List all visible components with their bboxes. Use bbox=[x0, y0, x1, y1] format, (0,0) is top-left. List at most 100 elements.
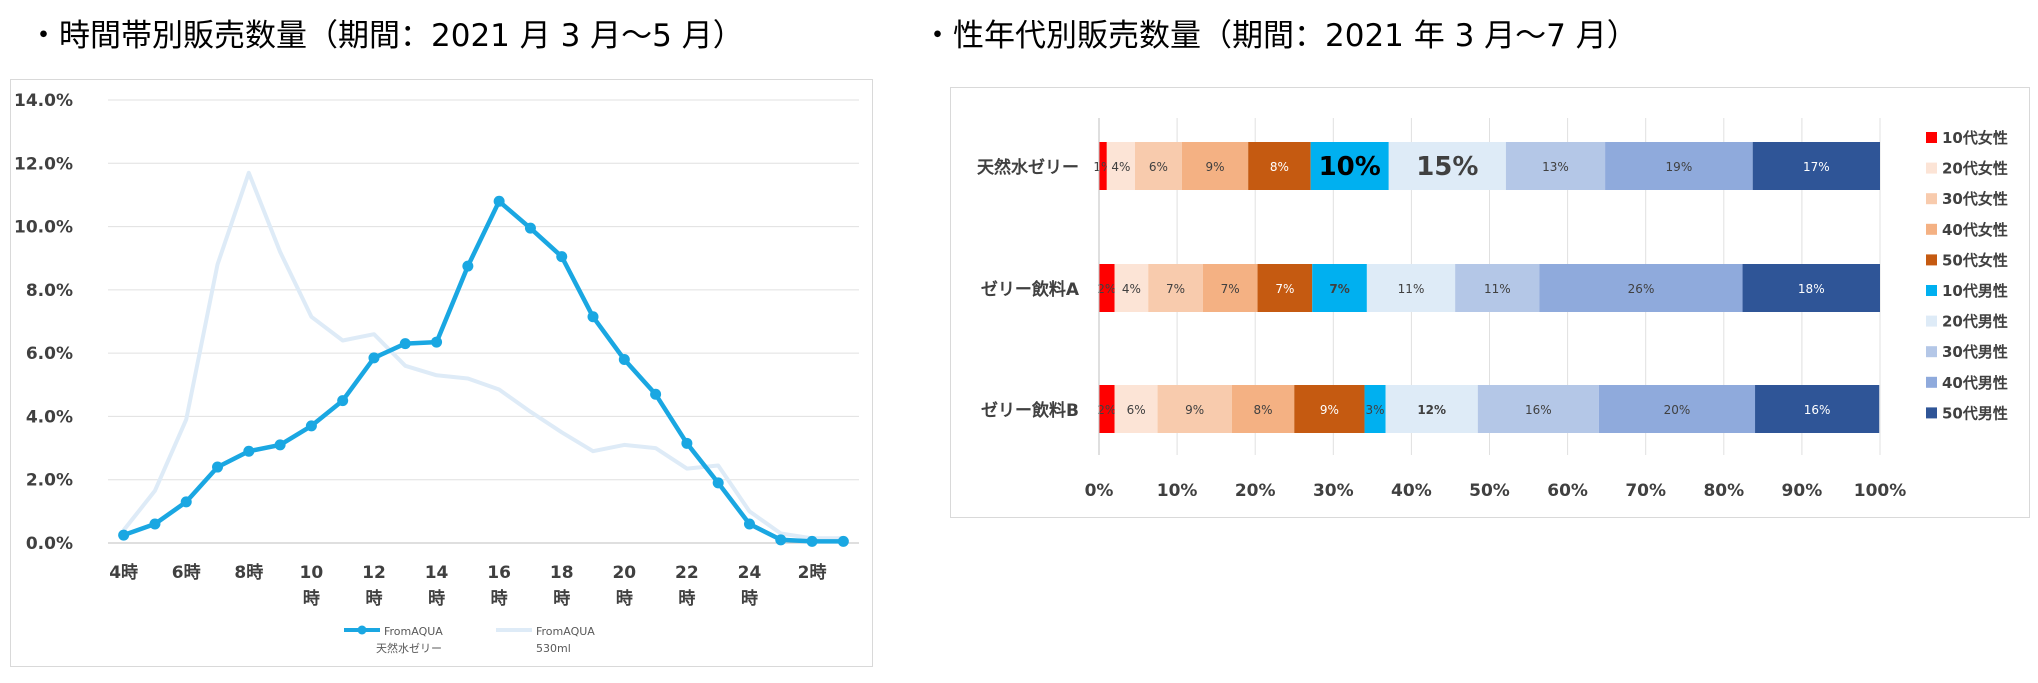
data-label: 8% bbox=[1253, 403, 1272, 417]
data-point bbox=[806, 535, 818, 547]
data-label: 9% bbox=[1205, 160, 1224, 174]
data-label: 9% bbox=[1320, 403, 1339, 417]
x-tick-label: 12 bbox=[362, 563, 386, 583]
data-label: 2% bbox=[1097, 403, 1116, 417]
legend-swatch bbox=[1926, 376, 1937, 388]
data-label: 8% bbox=[1270, 160, 1289, 174]
legend-label: FromAQUA bbox=[384, 625, 443, 638]
legend-label: 30代男性 bbox=[1942, 343, 2008, 361]
legend-swatch bbox=[1926, 285, 1937, 296]
bar-segment bbox=[1099, 385, 1115, 433]
x-tick-label: 時 bbox=[303, 588, 320, 609]
data-point bbox=[556, 251, 568, 263]
data-label: 7% bbox=[1166, 282, 1185, 296]
hourly-sales-line-chart: 0.0% 2.0% 4.0% 6.0% 8.0% 10.0% 12.0% 14.0% 4時 6時 8… bbox=[14, 91, 859, 655]
y-tick-label: 6.0% bbox=[26, 344, 73, 364]
bar-segment bbox=[1455, 264, 1540, 312]
category-label: ゼリー飲料B bbox=[981, 400, 1079, 421]
legend-label: 天然水ゼリー bbox=[376, 641, 442, 655]
data-point bbox=[681, 437, 693, 449]
data-label: 19% bbox=[1666, 160, 1693, 174]
data-point bbox=[305, 420, 317, 432]
bar-segment bbox=[1099, 142, 1107, 190]
legend-label: 10代女性 bbox=[1942, 129, 2008, 147]
bar-segment bbox=[1366, 264, 1456, 312]
x-tick-label: 時 bbox=[428, 588, 445, 609]
bar-segment bbox=[1248, 142, 1311, 190]
x-tick-label: 90% bbox=[1782, 481, 1823, 501]
x-tick-label: 時 bbox=[741, 588, 758, 609]
bar-segment bbox=[1477, 385, 1599, 433]
x-tick-label: 2時 bbox=[798, 562, 827, 583]
bar-segment bbox=[1312, 264, 1367, 312]
legend-label: 50代男性 bbox=[1942, 404, 2008, 422]
data-label: 2% bbox=[1097, 282, 1116, 296]
data-point bbox=[493, 195, 505, 207]
legend-swatch bbox=[1926, 254, 1937, 266]
bar-segment bbox=[1364, 385, 1386, 433]
bar-segment bbox=[1106, 142, 1135, 190]
data-label: 13% bbox=[1542, 160, 1569, 174]
legend-label: 40代男性 bbox=[1942, 374, 2008, 392]
bar-segment bbox=[1148, 264, 1203, 312]
data-label: 10% bbox=[1319, 152, 1381, 182]
bar-segment bbox=[1742, 264, 1880, 312]
y-tick-label: 0.0% bbox=[26, 534, 73, 554]
y-tick-label: 4.0% bbox=[26, 407, 73, 427]
data-point bbox=[118, 529, 130, 541]
legend-swatch bbox=[1926, 223, 1937, 235]
bar-segment bbox=[1114, 264, 1149, 312]
bar-segment bbox=[1388, 142, 1506, 190]
x-tick-label: 22 bbox=[675, 563, 699, 583]
x-tick-label: 80% bbox=[1703, 481, 1744, 501]
legend-swatch bbox=[1926, 346, 1937, 358]
data-point bbox=[618, 353, 630, 365]
bar-segment bbox=[1605, 142, 1753, 190]
data-point bbox=[712, 477, 724, 489]
bar-segment bbox=[1294, 385, 1365, 433]
line-chart-panel: 0.0% 2.0% 4.0% 6.0% 8.0% 10.0% 12.0% 14.0% 4時 6時 8… bbox=[10, 79, 873, 667]
data-point bbox=[743, 518, 755, 530]
data-label: 20% bbox=[1664, 403, 1691, 417]
bar-segment bbox=[1310, 142, 1389, 190]
legend-marker bbox=[357, 625, 367, 635]
legend-label: FromAQUA bbox=[536, 625, 595, 638]
bar-chart-title: ・性年代別販売数量（期間：2021 年 3 月～7 月） bbox=[922, 18, 1638, 54]
legend-label: 20代男性 bbox=[1942, 313, 2008, 331]
x-tick-label: 時 bbox=[491, 588, 508, 609]
x-tick-label: 時 bbox=[553, 588, 570, 609]
y-tick-label: 10.0% bbox=[14, 218, 73, 238]
data-label: 12% bbox=[1417, 403, 1446, 417]
data-point bbox=[399, 338, 411, 350]
data-point bbox=[180, 496, 192, 508]
data-label: 4% bbox=[1122, 282, 1141, 296]
x-tick-label: 8時 bbox=[234, 562, 263, 583]
bar-segment bbox=[1099, 264, 1115, 312]
data-point bbox=[587, 311, 599, 323]
data-label: 6% bbox=[1149, 160, 1168, 174]
series-line-0 bbox=[122, 199, 844, 544]
data-point bbox=[337, 395, 349, 407]
bar-segment bbox=[1598, 385, 1756, 433]
bar-segment bbox=[1181, 142, 1249, 190]
legend-label: 10代男性 bbox=[1942, 282, 2008, 300]
series-line-1 bbox=[122, 170, 844, 541]
y-tick-label: 14.0% bbox=[14, 91, 73, 111]
bar-chart-panel: 0% 10% 20% 30% 40% 50% 60% 70% 80% 90% 100% 天然水ゼリー 1… bbox=[950, 87, 2030, 518]
data-point bbox=[243, 445, 255, 457]
x-tick-label: 18 bbox=[550, 563, 574, 583]
x-tick-label: 40% bbox=[1391, 481, 1432, 501]
data-point bbox=[368, 352, 380, 364]
data-label: 9% bbox=[1185, 403, 1204, 417]
x-tick-label: 100% bbox=[1854, 481, 1907, 501]
bar-segment bbox=[1134, 142, 1182, 190]
x-tick-label: 70% bbox=[1625, 481, 1666, 501]
x-tick-label: 50% bbox=[1469, 481, 1510, 501]
legend-label: 30代女性 bbox=[1942, 190, 2008, 208]
data-point bbox=[462, 260, 474, 272]
bar-segment bbox=[1539, 264, 1743, 312]
data-label: 16% bbox=[1525, 403, 1552, 417]
bar-segment bbox=[1157, 385, 1232, 433]
x-tick-label: 20 bbox=[612, 563, 636, 583]
bar-segment bbox=[1114, 385, 1158, 433]
